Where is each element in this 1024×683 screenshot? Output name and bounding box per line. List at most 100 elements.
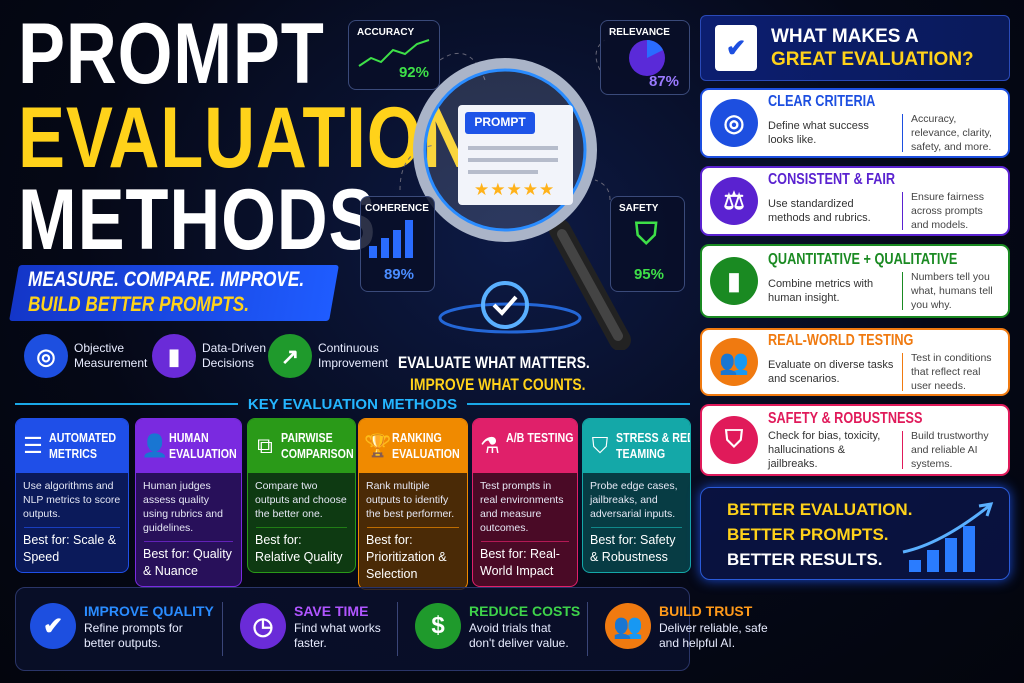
criteria-description: Use standardized methods and rubrics. (768, 197, 871, 224)
person-icon: 👤 (141, 433, 169, 458)
criteria-note: Accuracy, relevance, clarity, safety, an… (911, 112, 992, 153)
method-title: COMPARISON (281, 446, 354, 461)
criteria-description: Check for bias, toxicity, hallucinations… (768, 429, 881, 470)
bar-chart-icon: ▮ (152, 334, 196, 378)
method-best-for: Best for: Safety & Robustness (590, 533, 676, 564)
criteria-note: Ensure fairness across prompts and model… (911, 190, 984, 231)
metric-card-relevance: RELEVANCE 87% (600, 20, 690, 95)
criteria-description: Combine metrics with human insight. (768, 277, 874, 304)
method-best-for: Best for: Quality & Nuance (143, 547, 232, 578)
method-card: 👤 HUMAN EVALUATION Human judges assess qua… (135, 418, 242, 587)
criteria-note: Build trustworthy and reliable AI system… (911, 429, 989, 470)
method-best-for: Best for: Real-World Impact (480, 547, 560, 578)
trophy-icon: 🏆 (364, 433, 392, 458)
flask-icon: ⚗ (480, 433, 500, 458)
line-chart-icon (358, 39, 430, 67)
benefit-description: Refine prompts for better outputs. (84, 621, 183, 650)
method-title: AUTOMATED (49, 430, 117, 445)
method-card: ☰ AUTOMATED METRICS Use algorithms and NLP… (15, 418, 129, 573)
method-title: PAIRWISE (281, 430, 333, 445)
feature-continuous-improvement: ↗ Continuous Improvement (268, 334, 388, 378)
method-title: TEAMING (616, 446, 666, 461)
method-title: RANKING (392, 430, 442, 445)
metric-value: 87% (648, 73, 679, 90)
criteria-description: Define what success looks like. (768, 119, 869, 146)
criteria-note: Test in conditions that reflect real use… (911, 351, 992, 392)
benefits-bar (15, 587, 690, 671)
criteria-note: Numbers tell you what, humans tell you w… (911, 270, 993, 311)
method-card: ⧉ PAIRWISE COMPARISON Compare two outputs … (247, 418, 356, 573)
criteria-card: ◎ CLEAR CRITERIA Define what success looks… (700, 88, 1010, 158)
criteria-card: ▮ QUANTITATIVE + QUALITATIVE Combine metri… (700, 244, 1010, 318)
benefit-description: Deliver reliable, safe and helpful AI. (659, 621, 768, 650)
method-title: HUMAN (169, 430, 209, 445)
shield-check-icon: ⛉ (635, 218, 658, 251)
growth-chart-icon (902, 502, 994, 572)
method-description: Probe edge cases, jailbreaks, and advers… (590, 480, 678, 520)
metric-label: ACCURACY (357, 27, 415, 38)
metric-label: COHERENCE (365, 203, 429, 214)
method-description: Test prompts in real environments and me… (480, 480, 564, 534)
feature-data-driven: ▮ Data-Driven Decisions (152, 334, 266, 378)
check-circle-icon: ✔ (30, 603, 76, 649)
criteria-title: CLEAR CRITERIA (768, 92, 876, 110)
closing-box: BETTER EVALUATION. BETTER PROMPTS. BETTE… (700, 487, 1010, 580)
divider (591, 527, 682, 528)
method-description: Compare two outputs and choose the bette… (255, 480, 347, 520)
shield-check-icon: ⛉ (710, 416, 758, 464)
benefit-title: BUILD TRUST (659, 603, 753, 619)
trend-up-icon: ↗ (268, 334, 312, 378)
closing-line-1: BETTER EVALUATION. (727, 500, 913, 519)
benefit-item: ◷ SAVE TIME Find what works faster. (240, 603, 404, 651)
right-header: ✔ WHAT MAKES A GREAT EVALUATION? (700, 15, 1010, 81)
tagline-line-2: IMPROVE WHAT COUNTS. (410, 375, 586, 394)
rating-stars: ★★★★★ (474, 180, 556, 199)
benefit-title: IMPROVE QUALITY (84, 603, 214, 619)
benefit-item: ✔ IMPROVE QUALITY Refine prompts for bette… (30, 603, 214, 651)
metric-value: 89% (383, 266, 414, 283)
pie-chart-icon (629, 40, 665, 76)
checklist-icon: ☰ (23, 433, 43, 458)
method-title: EVALUATION (169, 446, 237, 461)
title-line-1: PROMPT (18, 6, 325, 102)
method-title: EVALUATION (392, 446, 460, 461)
metric-card-coherence: COHERENCE 89% (360, 196, 435, 292)
section-heading-key-methods: KEY EVALUATION METHODS (15, 395, 690, 413)
criteria-card: 👥 REAL-WORLD TESTING Evaluate on diverse t… (700, 328, 1010, 396)
benefit-description: Avoid trials that don't deliver value. (469, 621, 569, 650)
feature-objective-measurement: ◎ Objective Measurement (24, 334, 147, 378)
criteria-description: Evaluate on diverse tasks and scenarios. (768, 358, 894, 385)
feature-label: Objective (74, 341, 125, 355)
right-header-line-1: WHAT MAKES A (771, 26, 919, 47)
criteria-card: ⛉ SAFETY & ROBUSTNESS Check for bias, toxi… (700, 404, 1010, 476)
divider (24, 527, 120, 528)
method-title: A/B TESTING (506, 430, 574, 445)
benefit-title: REDUCE COSTS (469, 603, 581, 619)
benefit-item: 👥 BUILD TRUST Deliver reliable, safe and h… (605, 603, 779, 651)
divider (902, 430, 903, 469)
divider (144, 541, 233, 542)
title-line-2: EVALUATION (18, 90, 475, 186)
banner-line-1: MEASURE. COMPARE. IMPROVE. (28, 268, 305, 291)
method-title: STRESS & RED (616, 430, 691, 445)
feature-label: Continuous (318, 341, 379, 355)
divider (397, 602, 398, 656)
compare-icon: ⧉ (257, 433, 273, 458)
method-card: ⛉ STRESS & RED TEAMING Probe edge cases, j… (582, 418, 691, 573)
feature-label: Improvement (318, 356, 389, 370)
bar-chart-icon (369, 220, 413, 258)
divider (256, 527, 347, 528)
method-description: Human judges assess quality using rubric… (143, 480, 223, 534)
target-icon: ◎ (710, 99, 758, 147)
feature-label: Decisions (202, 356, 255, 370)
method-card: 🏆 RANKING EVALUATION Rank multiple outputs… (358, 418, 468, 590)
banner-line-2: BUILD BETTER PROMPTS. (28, 293, 250, 316)
closing-line-2: BETTER PROMPTS. (727, 525, 889, 544)
method-best-for: Best for: Prioritization & Selection (366, 533, 447, 581)
method-description: Use algorithms and NLP metrics to score … (23, 480, 121, 520)
divider (367, 527, 459, 528)
method-description: Rank multiple outputs to identify the be… (366, 480, 455, 520)
target-icon: ◎ (24, 334, 68, 378)
metric-card-safety: SAFETY ⛉ 95% (610, 196, 685, 292)
divider (902, 191, 903, 230)
